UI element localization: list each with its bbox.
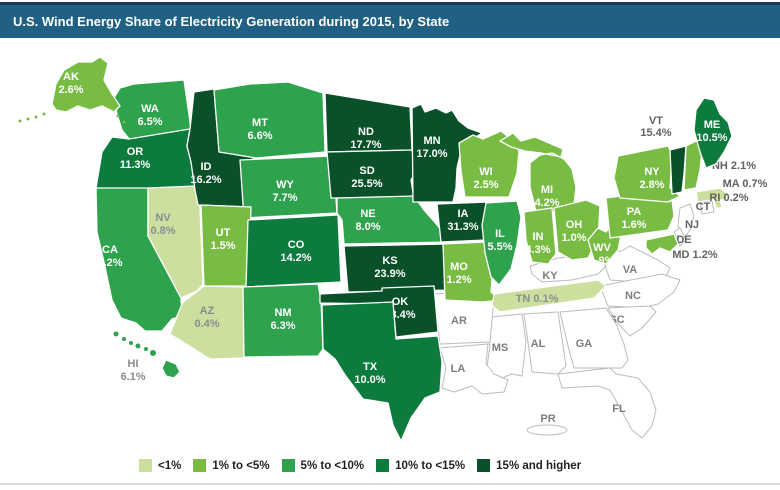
- state-OR: OR 11.3%: [95, 128, 198, 193]
- legend-item-15plus: 15% and higher: [477, 459, 581, 472]
- bottom-divider: [0, 483, 780, 485]
- state-PR: PR: [526, 413, 568, 436]
- svg-text:VT: VT: [649, 115, 663, 127]
- state-MT: MT 6.6%: [213, 81, 326, 159]
- state-AL: AL: [523, 311, 567, 375]
- legend-swatch-lt1: [139, 459, 152, 472]
- state-TN: TN 0.1%: [491, 279, 607, 313]
- state-IN: IN 4.3%: [523, 207, 557, 265]
- state-HI: HI 6.1%: [113, 331, 181, 383]
- state-NE: NE 8.0%: [336, 195, 449, 245]
- legend-swatch-10to15: [376, 459, 390, 472]
- svg-text:MA 0.7%: MA 0.7%: [723, 178, 768, 190]
- state-FL: FL: [557, 367, 657, 439]
- page-title: U.S. Wind Energy Share of Electricity Ge…: [13, 14, 450, 29]
- legend-item-10to15: 10% to <15%: [376, 459, 465, 472]
- title-bar: U.S. Wind Energy Share of Electricity Ge…: [0, 2, 780, 38]
- svg-text:MD 1.2%: MD 1.2%: [672, 249, 717, 261]
- legend-item-1to5: 1% to <5%: [193, 459, 270, 472]
- svg-text:NH 2.1%: NH 2.1%: [712, 160, 756, 172]
- state-ND: ND 17.7%: [324, 92, 413, 153]
- legend-swatch-1to5: [193, 459, 207, 472]
- map-legend: <1% 1% to <5% 5% to <10% 10% to <15% 15%…: [139, 459, 581, 472]
- svg-text:15.4%: 15.4%: [640, 127, 671, 139]
- legend-swatch-5to10: [281, 459, 295, 472]
- state-SD: SD 25.5%: [326, 149, 417, 199]
- svg-text:6.1%: 6.1%: [120, 371, 145, 383]
- state-NM: NM 6.3%: [242, 283, 324, 358]
- legend-swatch-15plus: [477, 459, 491, 472]
- legend-item-5to10: 5% to <10%: [281, 459, 364, 472]
- state-WY: WY 7.7%: [239, 155, 338, 219]
- state-MA: MA 0.7%: [695, 178, 768, 203]
- state-CT: CT: [696, 200, 715, 215]
- state-KS: KS 23.9%: [343, 243, 453, 293]
- svg-text:HI: HI: [128, 358, 139, 370]
- legend-item-lt1: <1%: [139, 459, 181, 472]
- state-AK: AK 2.6%: [18, 56, 126, 124]
- state-UT: UT 1.5%: [200, 204, 252, 287]
- state-CO: CO 14.2%: [245, 214, 342, 288]
- svg-text:PR: PR: [540, 413, 555, 425]
